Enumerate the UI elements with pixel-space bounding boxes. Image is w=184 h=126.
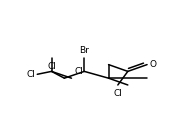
Text: Cl: Cl [113,89,122,98]
Text: Br: Br [79,46,89,55]
Text: Cl: Cl [27,70,36,79]
Text: Cl: Cl [47,62,56,71]
Text: O: O [150,60,157,69]
Text: Cl: Cl [74,67,83,76]
